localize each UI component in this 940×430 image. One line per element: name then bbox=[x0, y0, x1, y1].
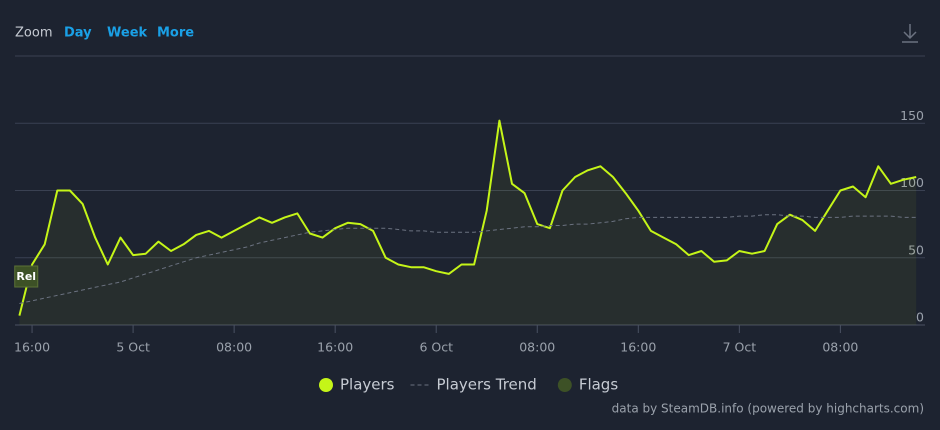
credits: data by SteamDB.info (powered by highcha… bbox=[612, 402, 924, 416]
legend-symbol bbox=[557, 378, 572, 392]
series-line bbox=[18, 119, 917, 316]
x-tick-label: 6 Oct bbox=[419, 340, 453, 355]
legend-label: Flags bbox=[579, 376, 619, 394]
x-tick-label: 08:00 bbox=[519, 340, 555, 355]
series-line bbox=[19, 214, 917, 304]
zoom-week[interactable]: Week bbox=[107, 26, 148, 41]
y-tick-label: 150 bbox=[900, 108, 924, 123]
zoom-label: Zoom bbox=[15, 26, 52, 41]
area-fill bbox=[19, 120, 917, 325]
x-tick-label: 16:00 bbox=[14, 340, 50, 355]
zoom-day[interactable]: Day bbox=[64, 26, 92, 41]
x-tick-label: 16:00 bbox=[317, 340, 353, 355]
x-tick-label: 16:00 bbox=[620, 340, 656, 355]
y-tick-label: 50 bbox=[908, 242, 924, 257]
legend: Players Players Trend Flags bbox=[319, 376, 618, 394]
legend-label: Players Trend bbox=[437, 376, 537, 394]
x-tick-label: 08:00 bbox=[822, 340, 858, 355]
y-tick-label: 0 bbox=[916, 310, 924, 325]
download-icon[interactable] bbox=[902, 24, 918, 43]
x-tick-label: 5 Oct bbox=[116, 340, 150, 355]
x-tick-label: 08:00 bbox=[216, 340, 252, 355]
legend-label: Players bbox=[340, 376, 395, 394]
x-tick-label: 7 Oct bbox=[723, 340, 757, 355]
flag bbox=[14, 265, 39, 288]
flag-label: Rel bbox=[16, 270, 36, 283]
legend-symbol bbox=[319, 378, 333, 392]
zoom-more[interactable]: More bbox=[157, 26, 194, 41]
